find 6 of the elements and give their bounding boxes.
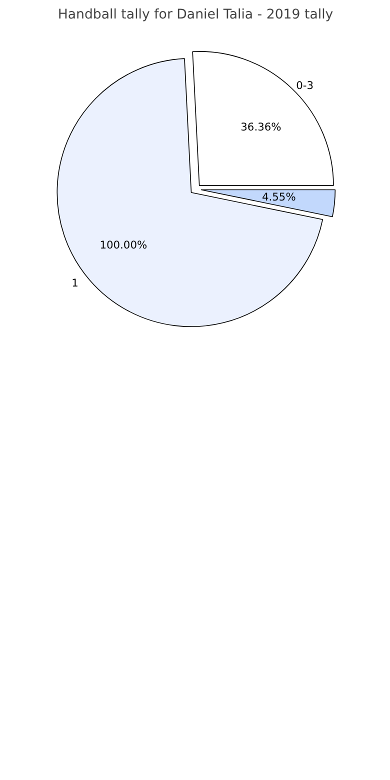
slice-label: 1 [72, 276, 78, 290]
data-label: 100.00% [100, 238, 148, 252]
chart-title: Handball tally for Daniel Talia - 2019 tally [58, 8, 334, 22]
data-label: 36.36% [240, 120, 282, 134]
slice-label: 0-3 [296, 79, 314, 92]
data-label: 4.55% [262, 190, 296, 204]
